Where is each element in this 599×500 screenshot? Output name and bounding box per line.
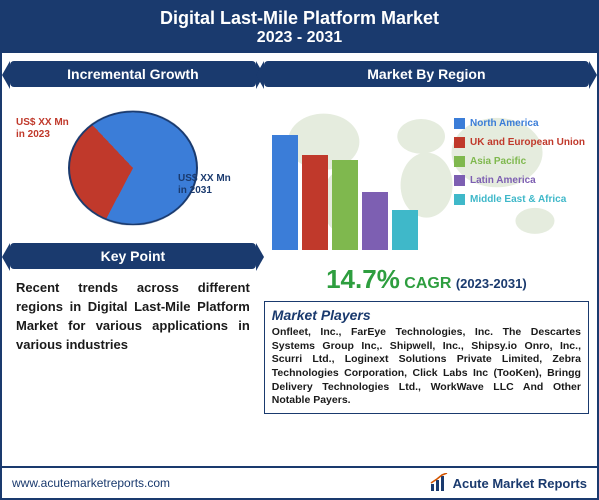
footer-url: www.acutemarketreports.com bbox=[12, 476, 170, 490]
cagr-percent: 14.7% bbox=[326, 264, 400, 294]
pie-chart bbox=[68, 111, 198, 226]
legend-label: North America bbox=[470, 118, 539, 129]
report-title: Digital Last-Mile Platform Market bbox=[2, 8, 597, 29]
legend-label: UK and European Union bbox=[470, 137, 585, 148]
market-players-title: Market Players bbox=[272, 307, 581, 323]
region-chart-box: North America UK and European Union Asia P… bbox=[264, 93, 589, 258]
footer-logo: Acute Market Reports bbox=[429, 473, 587, 493]
footer: www.acutemarketreports.com Acute Market … bbox=[2, 466, 597, 498]
region-legend: North America UK and European Union Asia P… bbox=[454, 118, 585, 213]
left-column: Incremental Growth US$ XX Mn in 2023 US$… bbox=[2, 53, 264, 461]
cagr-period: (2023-2031) bbox=[456, 276, 527, 291]
legend-item: Middle East & Africa bbox=[454, 194, 585, 205]
market-players-box: Market Players Onfleet, Inc., FarEye Tec… bbox=[264, 301, 589, 414]
legend-swatch bbox=[454, 156, 465, 167]
logo-chart-icon bbox=[429, 473, 449, 493]
region-bar bbox=[302, 155, 328, 250]
key-point-banner: Key Point bbox=[10, 243, 256, 269]
cagr-label: CAGR bbox=[404, 275, 451, 292]
body: Incremental Growth US$ XX Mn in 2023 US$… bbox=[2, 53, 597, 461]
report-period: 2023 - 2031 bbox=[2, 29, 597, 47]
legend-label: Latin America bbox=[470, 175, 536, 186]
legend-item: Latin America bbox=[454, 175, 585, 186]
logo-text: Acute Market Reports bbox=[453, 476, 587, 491]
header: Digital Last-Mile Platform Market 2023 -… bbox=[2, 2, 597, 53]
legend-label: Middle East & Africa bbox=[470, 194, 566, 205]
market-players-text: Onfleet, Inc., FarEye Technologies, Inc.… bbox=[272, 326, 581, 408]
legend-swatch bbox=[454, 194, 465, 205]
legend-swatch bbox=[454, 175, 465, 186]
legend-swatch bbox=[454, 137, 465, 148]
incremental-growth-banner: Incremental Growth bbox=[10, 61, 256, 87]
legend-label: Asia Pacific bbox=[470, 156, 526, 167]
pie-label-2031: US$ XX Mn in 2031 bbox=[178, 173, 234, 197]
cagr-block: 14.7% CAGR (2023-2031) bbox=[264, 264, 589, 295]
legend-swatch bbox=[454, 118, 465, 129]
legend-item: Asia Pacific bbox=[454, 156, 585, 167]
region-bar bbox=[362, 192, 388, 250]
key-point-text: Recent trends across different regions i… bbox=[10, 275, 256, 358]
legend-item: North America bbox=[454, 118, 585, 129]
report-container: Digital Last-Mile Platform Market 2023 -… bbox=[0, 0, 599, 500]
pie-chart-wrap: US$ XX Mn in 2023 US$ XX Mn in 2031 bbox=[10, 93, 256, 243]
right-column: Market By Region North America UK and Eur… bbox=[264, 53, 597, 461]
region-bar-chart bbox=[272, 130, 418, 250]
region-bar bbox=[272, 135, 298, 250]
region-bar bbox=[332, 160, 358, 250]
pie-label-2023: US$ XX Mn in 2023 bbox=[16, 117, 72, 141]
market-by-region-banner: Market By Region bbox=[264, 61, 589, 87]
region-bar bbox=[392, 210, 418, 250]
legend-item: UK and European Union bbox=[454, 137, 585, 148]
